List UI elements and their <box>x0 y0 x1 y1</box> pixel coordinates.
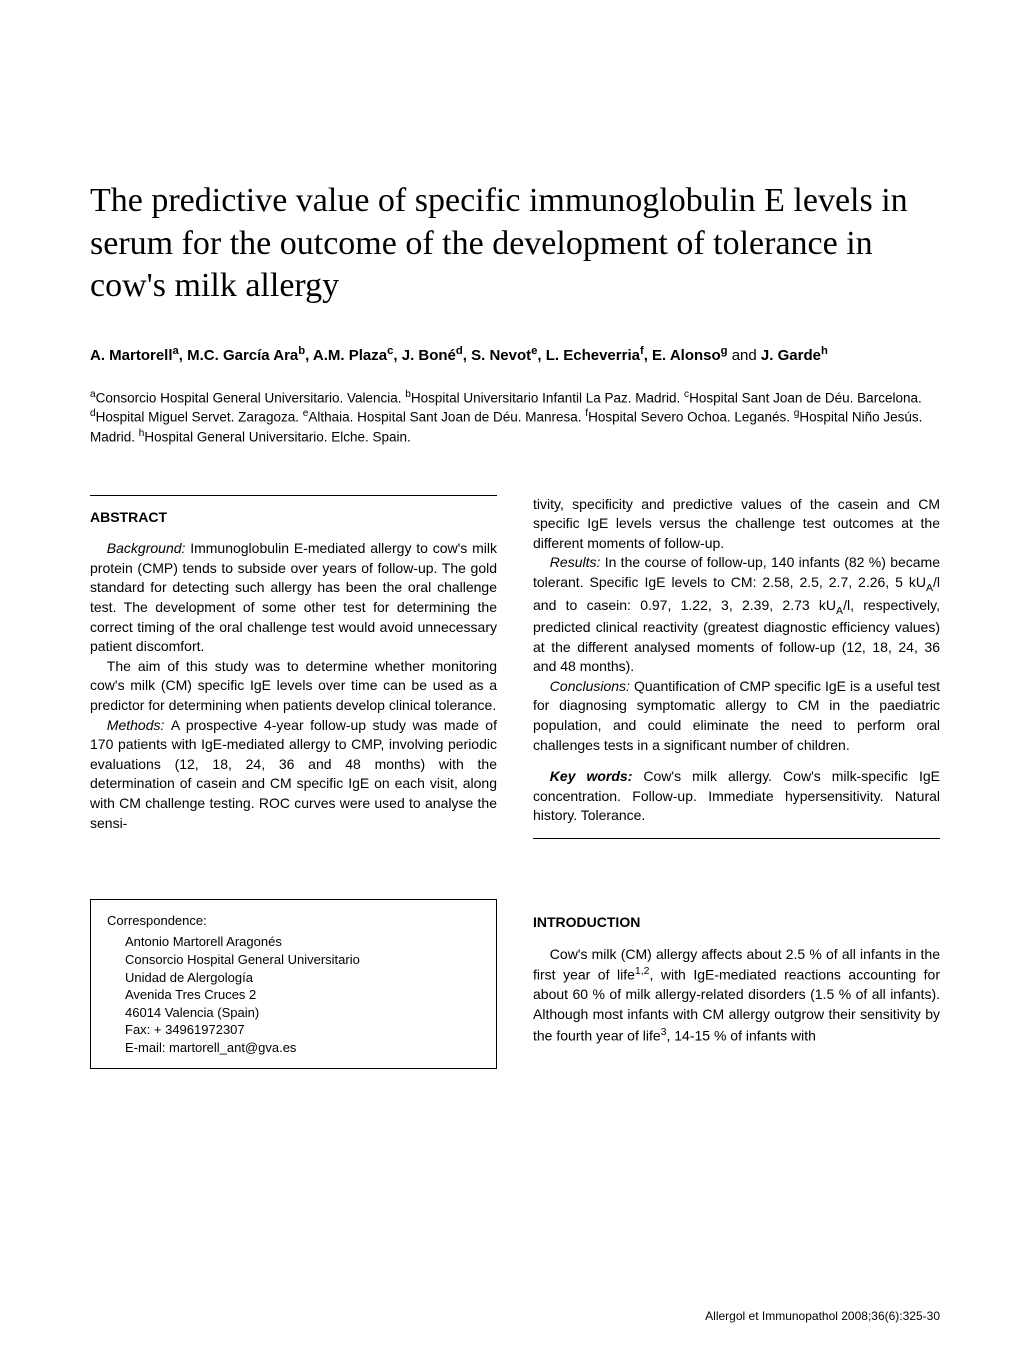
abstract-continuation: tivity, specificity and predictive value… <box>533 495 940 554</box>
affiliations: aConsorcio Hospital General Universitari… <box>90 388 940 447</box>
correspondence-line: Unidad de Alergología <box>125 969 480 987</box>
abstract-paragraph: Background: Immunoglobulin E-mediated al… <box>90 539 497 657</box>
abstract-paragraph: Conclusions: Quantification of CMP speci… <box>533 677 940 755</box>
journal-footer: Allergol et Immunopathol 2008;36(6):325-… <box>705 1309 940 1323</box>
lower-two-column: Correspondence: Antonio Martorell Aragon… <box>90 839 940 1069</box>
abstract-paragraph: Results: In the course of follow-up, 140… <box>533 553 940 676</box>
abstract-right-column: tivity, specificity and predictive value… <box>533 495 940 839</box>
abstract-text: In the course of follow-up, 140 infants … <box>533 554 940 674</box>
abstract-text: The aim of this study was to determine w… <box>90 658 497 713</box>
abstract-run-in-label: Results: <box>550 554 605 570</box>
abstract-heading: ABSTRACT <box>90 508 497 528</box>
correspondence-box: Correspondence: Antonio Martorell Aragon… <box>90 899 497 1069</box>
correspondence-line: Antonio Martorell Aragonés <box>125 933 480 951</box>
abstract-rule-bottom <box>533 838 940 839</box>
article-title: The predictive value of specific immunog… <box>90 180 940 308</box>
abstract-text: Immunoglobulin E-mediated allergy to cow… <box>90 540 497 654</box>
abstract-left-column: ABSTRACT Background: Immunoglobulin E-me… <box>90 495 497 839</box>
correspondence-body: Antonio Martorell AragonésConsorcio Hosp… <box>107 933 480 1056</box>
keywords-paragraph: Key words: Cow's milk allergy. Cow's mil… <box>533 767 940 826</box>
introduction-paragraph: Cow's milk (CM) allergy affects about 2.… <box>533 945 940 1046</box>
abstract-paragraph: Methods: A prospective 4-year follow-up … <box>90 716 497 834</box>
correspondence-heading: Correspondence: <box>107 912 480 930</box>
authors-line: A. Martorella, M.C. García Arab, A.M. Pl… <box>90 344 940 366</box>
correspondence-line: Fax: + 34961972307 <box>125 1021 480 1039</box>
abstract-paragraph: The aim of this study was to determine w… <box>90 657 497 716</box>
abstract-rule-top <box>90 495 497 496</box>
abstract-run-in-label: Methods: <box>107 717 171 733</box>
abstract-run-in-label: Conclusions: <box>550 678 634 694</box>
correspondence-line: Consorcio Hospital General Universitario <box>125 951 480 969</box>
keywords-label: Key words: <box>550 768 633 784</box>
correspondence-line: 46014 Valencia (Spain) <box>125 1004 480 1022</box>
lower-right-column: INTRODUCTION Cow's milk (CM) allergy aff… <box>533 913 940 1069</box>
lower-left-column: Correspondence: Antonio Martorell Aragon… <box>90 839 497 1069</box>
abstract-text: A prospective 4-year follow-up study was… <box>90 717 497 831</box>
introduction-heading: INTRODUCTION <box>533 913 940 933</box>
correspondence-line: E-mail: martorell_ant@gva.es <box>125 1039 480 1057</box>
abstract-run-in-label: Background: <box>107 540 190 556</box>
abstract-two-column: ABSTRACT Background: Immunoglobulin E-me… <box>90 495 940 839</box>
correspondence-line: Avenida Tres Cruces 2 <box>125 986 480 1004</box>
